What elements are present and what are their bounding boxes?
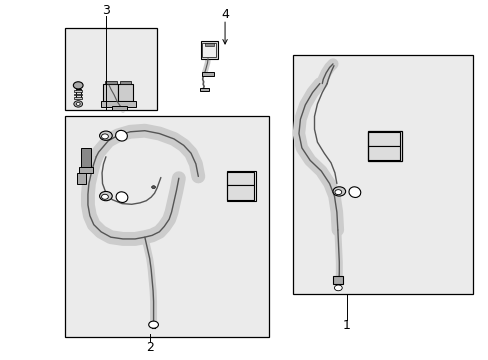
Circle shape	[102, 134, 108, 139]
Bar	[64, 116, 268, 337]
Bar	[368, 146, 399, 160]
Text: 1: 1	[342, 319, 350, 332]
Circle shape	[334, 285, 342, 291]
Bar	[81, 148, 91, 167]
Bar	[333, 276, 343, 284]
Bar	[201, 41, 217, 59]
Bar	[200, 88, 209, 91]
Bar	[77, 173, 86, 184]
Bar	[227, 172, 254, 185]
Bar	[292, 55, 472, 294]
Ellipse shape	[115, 130, 127, 141]
Text: 4: 4	[221, 8, 228, 21]
Bar	[119, 81, 131, 84]
Circle shape	[334, 190, 341, 195]
Ellipse shape	[116, 192, 127, 202]
Circle shape	[73, 82, 83, 89]
Bar	[74, 90, 82, 92]
Bar	[204, 43, 214, 46]
Bar	[226, 171, 255, 202]
Bar	[101, 102, 136, 107]
Bar	[367, 131, 401, 161]
Bar	[79, 167, 93, 173]
Bar	[64, 28, 157, 111]
Bar	[202, 43, 216, 58]
Bar	[118, 84, 132, 102]
Text: 2: 2	[145, 341, 153, 354]
Bar	[368, 132, 399, 146]
Circle shape	[74, 101, 82, 107]
Circle shape	[332, 187, 345, 196]
Circle shape	[148, 321, 158, 328]
Bar	[201, 72, 213, 76]
Bar	[76, 89, 81, 98]
Circle shape	[100, 131, 112, 140]
Bar	[74, 97, 82, 99]
Bar	[103, 84, 118, 103]
Circle shape	[102, 194, 108, 199]
Bar	[112, 106, 126, 111]
Circle shape	[151, 186, 155, 189]
Bar	[105, 81, 116, 84]
Ellipse shape	[348, 187, 360, 198]
Bar	[227, 185, 254, 200]
Circle shape	[100, 192, 112, 201]
Bar	[74, 94, 82, 95]
Text: 3: 3	[102, 4, 110, 17]
Circle shape	[76, 103, 80, 105]
